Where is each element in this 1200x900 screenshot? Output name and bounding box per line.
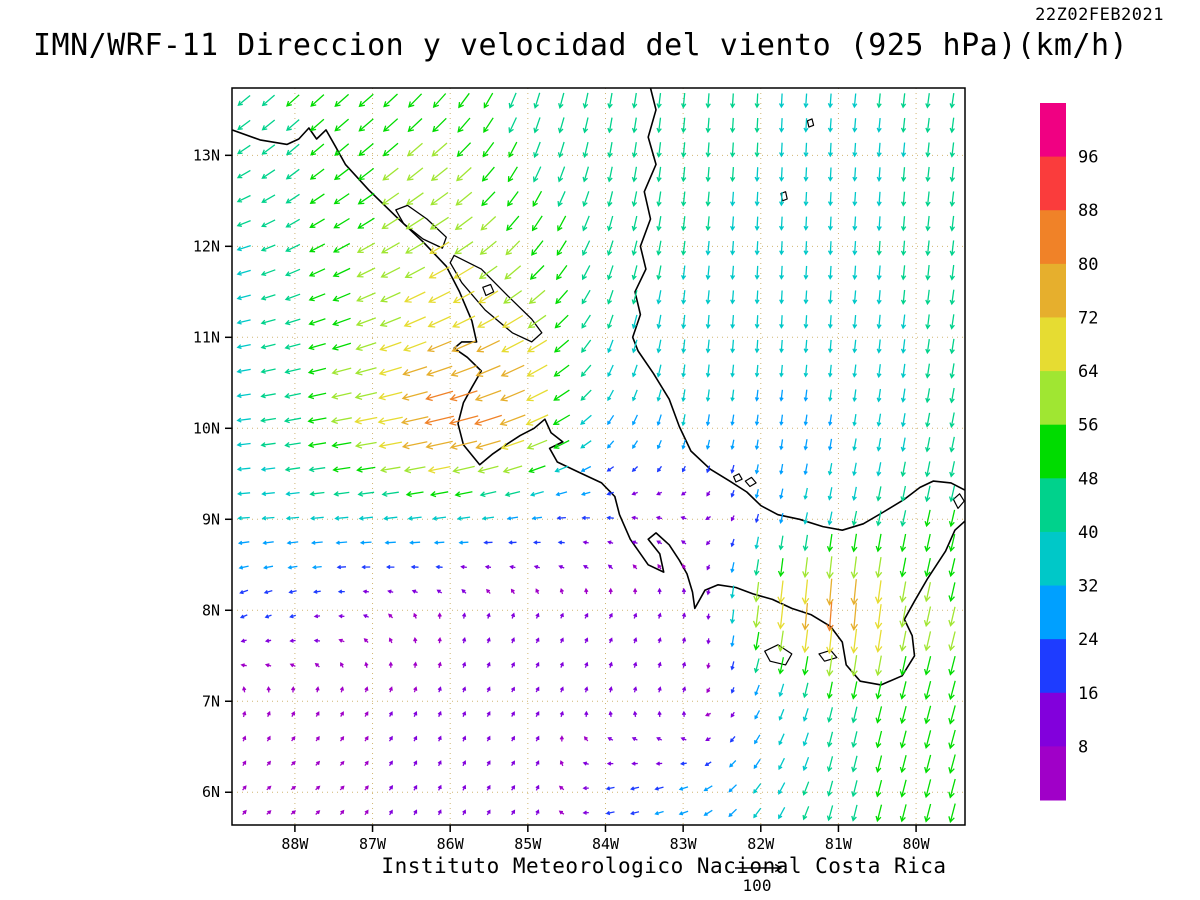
svg-text:85W: 85W <box>514 835 542 853</box>
svg-text:6N: 6N <box>202 783 220 801</box>
chart-title: IMN/WRF-11 Direccion y velocidad del vie… <box>33 28 1129 63</box>
svg-text:83W: 83W <box>670 835 698 853</box>
svg-text:82W: 82W <box>747 835 775 853</box>
svg-text:80: 80 <box>1078 255 1098 275</box>
svg-text:48: 48 <box>1078 469 1098 489</box>
svg-text:88W: 88W <box>281 835 309 853</box>
svg-text:81W: 81W <box>825 835 853 853</box>
svg-text:88: 88 <box>1078 201 1098 221</box>
svg-text:12N: 12N <box>193 237 220 255</box>
svg-text:40: 40 <box>1078 523 1098 543</box>
svg-text:80W: 80W <box>903 835 931 853</box>
svg-text:10N: 10N <box>193 419 220 437</box>
svg-text:64: 64 <box>1078 362 1098 382</box>
svg-text:72: 72 <box>1078 308 1098 328</box>
svg-text:9N: 9N <box>202 510 220 528</box>
svg-text:96: 96 <box>1078 148 1098 168</box>
svg-text:24: 24 <box>1078 630 1098 650</box>
svg-text:11N: 11N <box>193 328 220 346</box>
svg-text:32: 32 <box>1078 577 1098 597</box>
svg-text:8N: 8N <box>202 601 220 619</box>
svg-text:13N: 13N <box>193 146 220 164</box>
svg-text:84W: 84W <box>592 835 620 853</box>
svg-text:56: 56 <box>1078 416 1098 436</box>
svg-text:7N: 7N <box>202 692 220 710</box>
svg-text:8: 8 <box>1078 737 1088 757</box>
reference-vector-value: 100 <box>742 876 772 895</box>
footer-institute-label: Instituto Meteorologico Nacional Costa R… <box>381 854 947 878</box>
svg-text:86W: 86W <box>437 835 465 853</box>
valid-time-label: 22Z02FEB2021 <box>1035 5 1164 25</box>
svg-text:87W: 87W <box>359 835 387 853</box>
svg-text:16: 16 <box>1078 684 1098 704</box>
